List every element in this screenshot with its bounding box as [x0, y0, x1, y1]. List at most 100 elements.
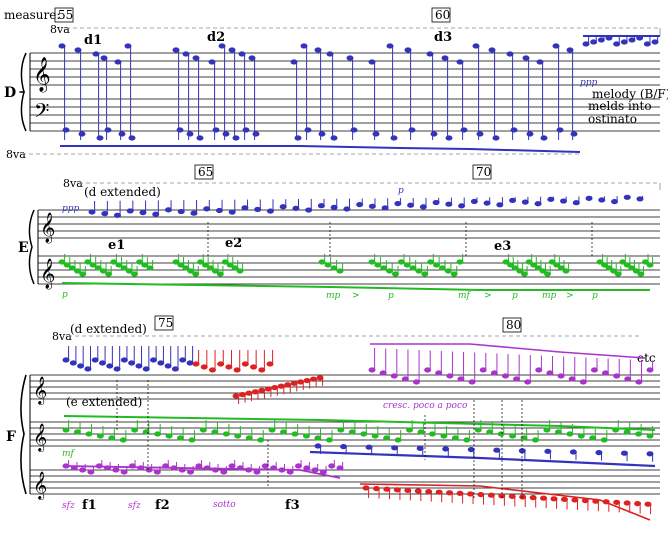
f-purple-top-beam — [370, 343, 646, 359]
d-low-note — [196, 135, 204, 141]
subsection-e2: e2 — [225, 236, 242, 251]
e-hairpin-dynamics: mp > p mf > p mp > p — [326, 291, 598, 301]
f-red-lower-beam — [359, 483, 651, 521]
notehead — [568, 376, 576, 382]
d-low-note — [128, 135, 136, 141]
d-blue-notes — [58, 35, 659, 141]
ottava-mark-d-low: 8va — [6, 148, 26, 161]
svg-text:p: p — [512, 291, 518, 301]
d-low-note — [232, 135, 240, 141]
notehead — [540, 495, 548, 501]
subsection-f3: f3 — [285, 498, 300, 513]
notehead — [623, 429, 631, 435]
note-melds: melds into — [588, 99, 652, 113]
d-low-note — [222, 131, 230, 137]
d-low-note — [445, 135, 453, 141]
f-green-notes — [62, 420, 654, 443]
bracket-text-e: (d extended) — [84, 185, 161, 199]
d-low-note — [476, 131, 484, 137]
notehead — [535, 367, 543, 373]
dyn-sotto: sotto — [213, 500, 236, 510]
notehead — [79, 271, 87, 277]
notehead — [543, 427, 551, 433]
section-label-d: D — [4, 85, 16, 101]
e-green-beam — [61, 282, 650, 291]
d-low-note — [252, 131, 260, 137]
d-low-note — [430, 131, 438, 137]
d-low-note — [492, 135, 500, 141]
ottava-mark-f: 8va — [52, 330, 72, 343]
d-low-note — [372, 131, 380, 137]
treble-clef-e-upper: 𝄞 — [40, 212, 55, 244]
svg-text:p: p — [592, 291, 598, 301]
staff-e-upper — [38, 209, 660, 239]
treble-clef-e-lower: 𝄞 — [40, 258, 55, 290]
d-low-note — [186, 131, 194, 137]
staff-d-bass — [30, 98, 660, 132]
svg-text:>: > — [484, 291, 492, 301]
notehead — [572, 200, 580, 206]
dyn-mf-f: mf — [62, 449, 76, 459]
measure-number-70: 70 — [476, 165, 491, 179]
notehead — [546, 370, 554, 376]
brace-e — [28, 209, 35, 285]
brace-d — [19, 52, 27, 132]
d-low-note — [540, 135, 548, 141]
subsection-d1: d1 — [84, 33, 102, 48]
e-blue-notes — [88, 194, 644, 218]
measure-box-65 — [194, 164, 214, 180]
notehead — [544, 271, 552, 277]
d-low-note — [242, 127, 250, 133]
d-low-note — [118, 131, 126, 137]
notehead — [529, 495, 537, 501]
measure-box-60 — [431, 7, 451, 23]
measure-box-75 — [154, 315, 174, 331]
d-ostinato-beam — [60, 145, 581, 153]
brace-f — [20, 374, 27, 495]
d-low-note — [556, 127, 564, 133]
f-purple-bottom-beam — [65, 465, 341, 479]
measure-number-75: 75 — [158, 316, 173, 330]
notehead — [557, 373, 565, 379]
notehead — [643, 41, 651, 47]
svg-text:>: > — [566, 291, 574, 301]
measure-box-55 — [54, 7, 74, 23]
staff-d-treble — [30, 52, 660, 86]
notehead — [635, 431, 643, 437]
measure-label: measure: — [4, 8, 60, 22]
e-green-notes — [58, 254, 654, 277]
ottava-mark-e: 8va — [63, 177, 83, 190]
treble-clef-d: 𝄞 — [33, 57, 51, 93]
subsection-d2: d2 — [207, 30, 225, 45]
notehead — [91, 357, 99, 363]
d-low-note — [294, 135, 302, 141]
subsection-f2: f2 — [155, 498, 170, 513]
notehead — [544, 448, 552, 454]
notehead — [524, 379, 532, 385]
section-label-f: F — [6, 429, 16, 445]
d-low-note — [304, 127, 312, 133]
d-low-note — [408, 127, 416, 133]
subsection-e3: e3 — [494, 239, 511, 254]
measure-number-60: 60 — [435, 8, 450, 22]
svg-text:mf: mf — [458, 291, 472, 301]
dyn-p-e-start: p — [62, 290, 68, 300]
dyn-sfz-1: sfz — [62, 501, 75, 511]
subsection-e1: e1 — [108, 238, 125, 253]
svg-text:mp: mp — [542, 291, 557, 301]
d-low-note — [570, 131, 578, 137]
bass-clef-d: 𝄢 — [34, 99, 49, 127]
d-low-note — [350, 127, 358, 133]
notehead — [87, 469, 95, 475]
f-purple-notes — [62, 348, 654, 475]
d-low-note — [176, 127, 184, 133]
measure-number-55: 55 — [58, 8, 73, 22]
notehead — [597, 37, 605, 43]
d-low-note — [104, 127, 112, 133]
d-low-note — [212, 127, 220, 133]
subsection-f1: f1 — [82, 498, 97, 513]
note-ostinato: ostinato — [588, 112, 637, 126]
dyn-p-e-top: p — [398, 186, 404, 196]
svg-text:mp: mp — [326, 291, 341, 301]
